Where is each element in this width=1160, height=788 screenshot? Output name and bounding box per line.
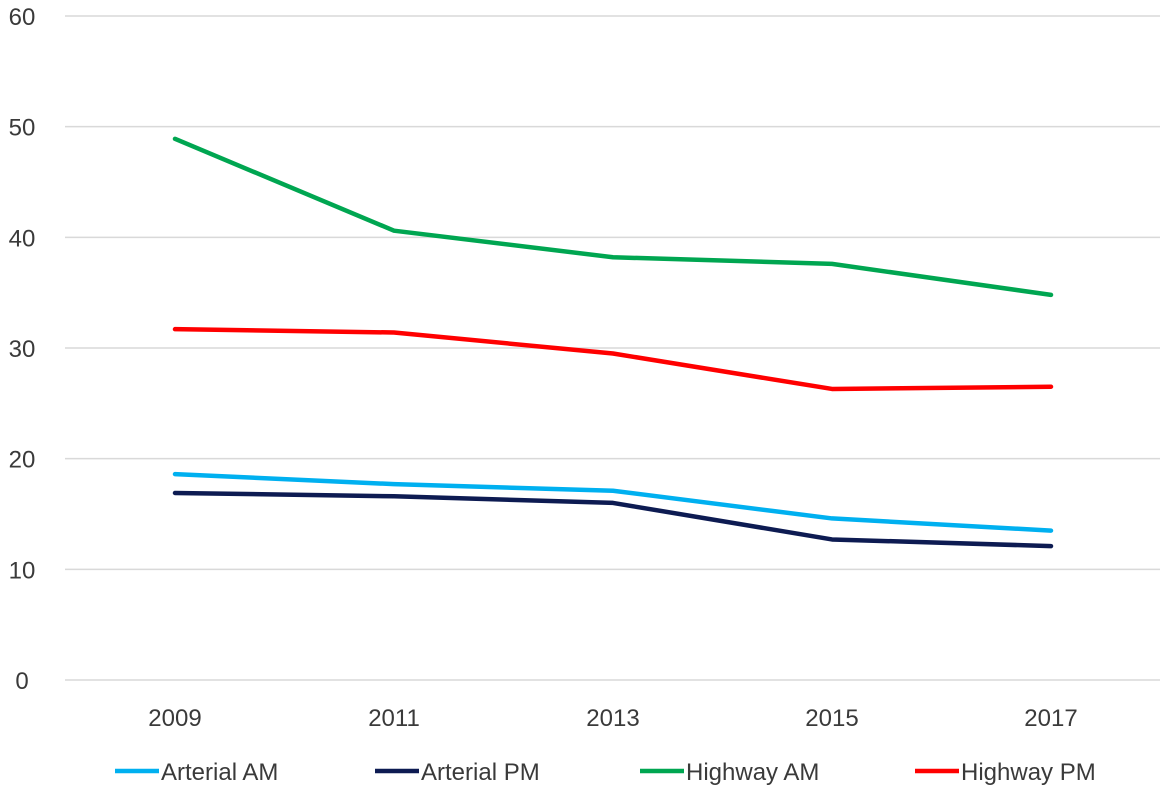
x-tick-label: 2013 [586, 705, 639, 732]
x-tick-label: 2015 [805, 705, 858, 732]
series-line-highway-am [172, 136, 1054, 298]
y-tick-label: 50 [9, 115, 36, 142]
y-axis-tick-labels: 0 10 20 30 40 50 60 [9, 4, 36, 695]
x-tick-label: 2011 [368, 705, 420, 732]
legend-label-highway-am: Highway AM [686, 759, 819, 786]
y-tick-label: 10 [9, 557, 36, 584]
series-line-arterial-am [172, 471, 1054, 533]
x-axis-tick-labels: 2009 2011 2013 2015 2017 [148, 705, 1077, 732]
gridlines [65, 15, 1160, 681]
y-tick-label: 40 [9, 225, 36, 252]
y-tick-label: 30 [9, 336, 36, 363]
y-tick-label: 0 [15, 668, 28, 695]
legend: Arterial AM Arterial PM Highway AM Highway … [115, 759, 1096, 786]
legend-label-highway-pm: Highway PM [961, 759, 1096, 786]
legend-label-arterial-am: Arterial AM [161, 759, 278, 786]
series-line-highway-pm [172, 326, 1054, 392]
x-tick-label: 2017 [1024, 705, 1077, 732]
series-lines [172, 136, 1054, 549]
legend-label-arterial-pm: Arterial PM [421, 759, 540, 786]
x-tick-label: 2009 [148, 705, 201, 732]
y-tick-label: 20 [9, 447, 36, 474]
series-line-arterial-pm [172, 490, 1054, 549]
y-tick-label: 60 [9, 4, 36, 31]
